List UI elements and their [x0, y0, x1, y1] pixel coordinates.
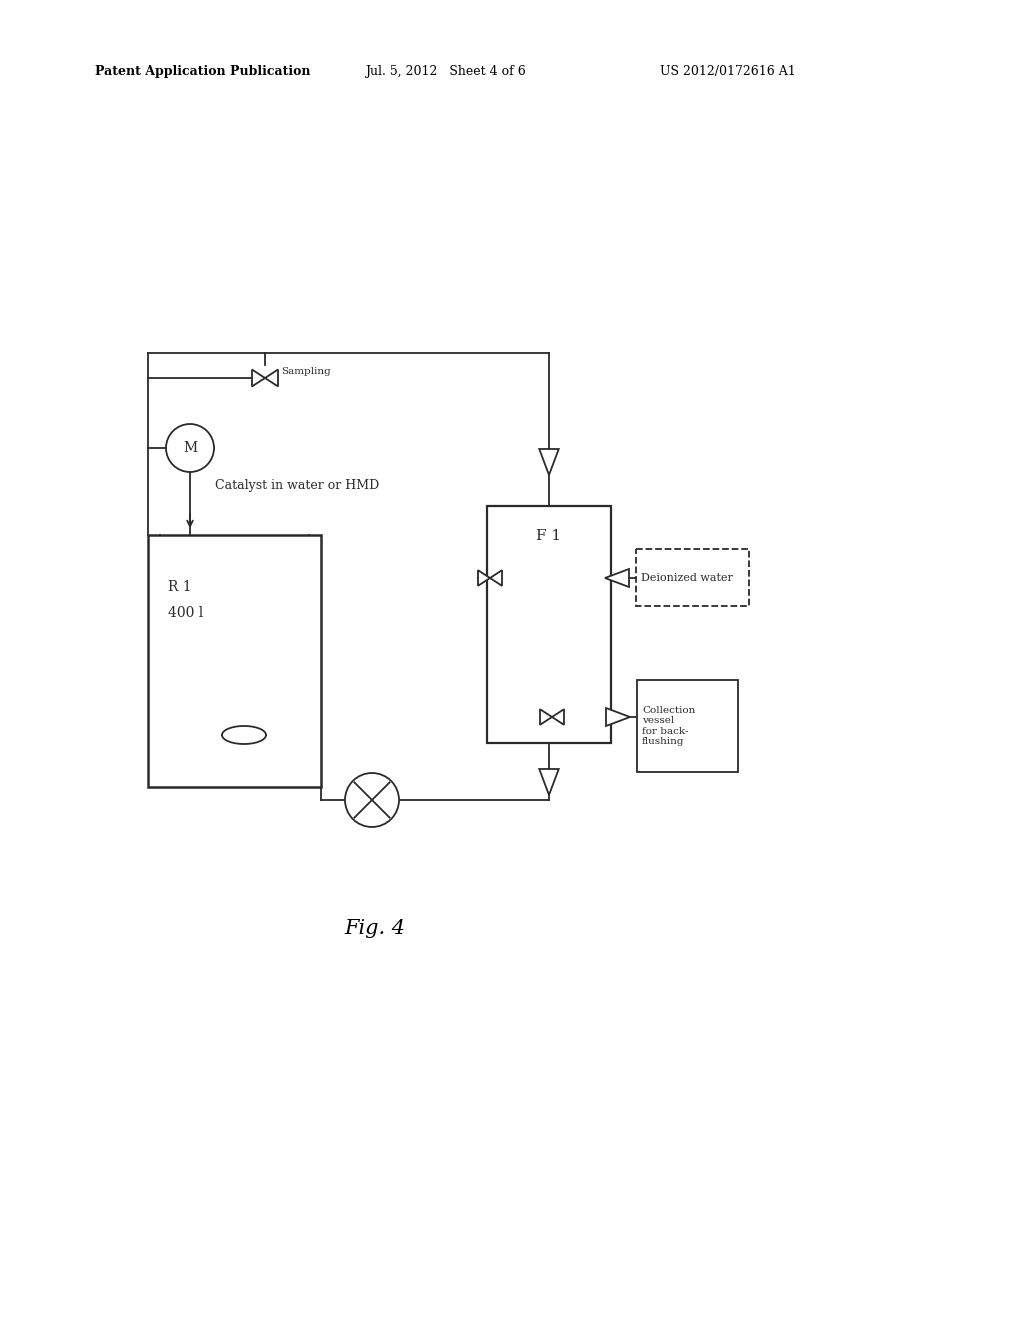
Polygon shape: [490, 570, 502, 586]
Bar: [148, 535, 321, 787]
Bar: [487, 506, 611, 743]
Text: M: M: [183, 441, 197, 455]
Bar: [637, 680, 738, 772]
Text: Fig. 4: Fig. 4: [344, 919, 406, 937]
Polygon shape: [552, 709, 564, 725]
Text: Deionized water: Deionized water: [641, 573, 733, 583]
Text: Jul. 5, 2012   Sheet 4 of 6: Jul. 5, 2012 Sheet 4 of 6: [365, 66, 525, 78]
Polygon shape: [478, 570, 490, 586]
Polygon shape: [605, 569, 629, 587]
Text: R 1: R 1: [168, 579, 191, 594]
Polygon shape: [265, 370, 278, 387]
Circle shape: [166, 424, 214, 473]
Text: Collection
vessel
for back-
flushing: Collection vessel for back- flushing: [642, 706, 695, 746]
Polygon shape: [540, 449, 559, 475]
Circle shape: [345, 774, 399, 828]
Text: Patent Application Publication: Patent Application Publication: [95, 66, 310, 78]
Polygon shape: [252, 370, 265, 387]
Text: 400 l: 400 l: [168, 606, 203, 620]
Text: Catalyst in water or HMD: Catalyst in water or HMD: [215, 479, 379, 491]
Polygon shape: [606, 708, 630, 726]
Polygon shape: [540, 709, 552, 725]
Text: Sampling: Sampling: [281, 367, 331, 376]
Text: F 1: F 1: [537, 529, 561, 543]
Bar: [636, 549, 749, 606]
Polygon shape: [540, 770, 559, 795]
Text: US 2012/0172616 A1: US 2012/0172616 A1: [660, 66, 796, 78]
